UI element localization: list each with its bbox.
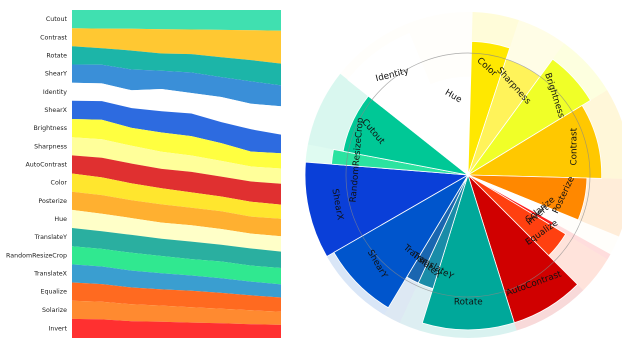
area-band-contrast [72, 28, 281, 64]
area-label-color: Color [51, 180, 68, 187]
pie-slice-sheary [333, 173, 470, 309]
area-label-translatex: TranslateX [33, 271, 68, 278]
area-band-sheary [72, 64, 281, 107]
pie-slice-rotate [421, 173, 515, 331]
area-label-sheary: ShearY [45, 71, 67, 78]
area-label-shearx: ShearX [44, 107, 67, 114]
area-label-sharpness: Sharpness [34, 143, 67, 150]
area-label-contrast: Contrast [40, 34, 67, 41]
area-band-translatey [72, 228, 281, 268]
pie-reference-ring [345, 52, 591, 298]
area-band-hue [72, 209, 281, 252]
pie-slice-color [467, 40, 511, 176]
area-label-brightness: Brightness [33, 125, 67, 132]
area-label-posterize: Posterize [38, 198, 67, 205]
area-label-rotate: Rotate [46, 52, 67, 59]
area-band-cutout [72, 10, 281, 31]
area-band-identity [72, 82, 281, 135]
pie-slice-contrast [466, 104, 603, 179]
area-band-sharpness [72, 137, 281, 184]
area-band-rotate [72, 46, 281, 86]
stacked-area-chart: Cutout Contrast Rotate ShearY Identity ShearX… [6, 10, 281, 338]
area-band-solarize [72, 300, 281, 325]
pie-slice-identity [347, 32, 469, 177]
area-label-solarize: Solarize [42, 307, 67, 314]
area-band-color [72, 173, 281, 219]
area-label-translatey: TranslateY [34, 234, 68, 241]
area-label-hue: Hue [54, 216, 67, 223]
pie-chart: ShearXRandomResizeCropCutoutIdentityHueC… [304, 11, 622, 338]
area-band-brightness [72, 119, 281, 169]
area-band-posterize [72, 191, 281, 237]
pie-slice-brightness [467, 58, 592, 176]
pie-label-rotate: Rotate [454, 298, 483, 308]
pie-slice-shearx [304, 161, 470, 258]
area-band-shearx [72, 100, 281, 154]
area-label-cutout: Cutout [46, 16, 68, 23]
pie-label-contrast: Contrast [569, 127, 579, 165]
area-band-randomresizecrop [72, 246, 281, 285]
area-band-translatex [72, 264, 281, 298]
area-label-invert: Invert [48, 325, 67, 332]
area-label-autocontrast: AutoContrast [25, 161, 67, 168]
area-band-equalize [72, 282, 281, 312]
area-label-randomresizecrop: RandomResizeCrop [6, 252, 67, 259]
area-label-identity: Identity [43, 89, 67, 96]
area-band-invert [72, 318, 281, 338]
area-label-equalize: Equalize [40, 289, 67, 296]
area-band-autocontrast [72, 155, 281, 205]
pie-slice-posterize [467, 174, 588, 221]
